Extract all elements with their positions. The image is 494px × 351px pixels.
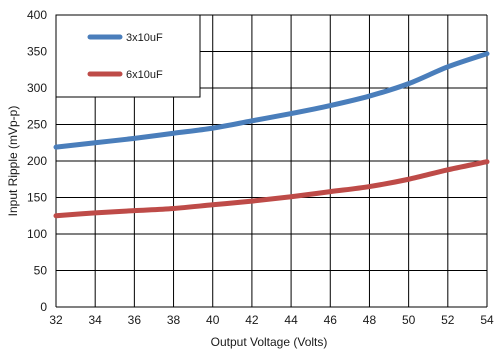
x-tick-label: 44	[284, 313, 298, 327]
x-tick-label: 42	[245, 313, 259, 327]
grid-lines	[55, 14, 488, 308]
tick-labels: 32 34 36 38 40 42 44 46 48 50 52 54 0 50 100 150 200 250 3…	[27, 8, 494, 327]
x-tick-label: 50	[402, 313, 416, 327]
x-tick-label: 34	[89, 313, 103, 327]
y-tick-label: 300	[27, 81, 47, 95]
x-tick-label: 54	[480, 313, 494, 327]
legend: 3x10uF 6x10uF	[55, 14, 201, 98]
x-axis-title: Output Voltage (Volts)	[211, 335, 328, 349]
x-tick-label: 38	[167, 313, 181, 327]
x-tick-label: 46	[324, 313, 338, 327]
series-line-1	[53, 159, 490, 219]
legend-label-0: 3x10uF	[126, 32, 163, 44]
y-tick-label: 0	[40, 300, 47, 314]
series-line-0	[53, 51, 490, 150]
y-tick-label: 50	[34, 264, 48, 278]
x-tick-label: 36	[128, 313, 142, 327]
y-tick-label: 200	[27, 154, 47, 168]
legend-box	[55, 14, 201, 98]
x-tick-label: 52	[441, 313, 455, 327]
legend-label-1: 6x10uF	[126, 69, 163, 81]
x-tick-label: 48	[363, 313, 377, 327]
y-axis-title: Input Ripple (mVp-p)	[6, 106, 20, 217]
x-tick-label: 32	[49, 313, 63, 327]
x-tick-label: 40	[206, 313, 220, 327]
y-tick-label: 250	[27, 118, 47, 132]
y-tick-label: 150	[27, 191, 47, 205]
y-tick-label: 100	[27, 227, 47, 241]
y-tick-label: 350	[27, 45, 47, 59]
y-tick-label: 400	[27, 8, 47, 22]
series-lines	[53, 51, 490, 219]
